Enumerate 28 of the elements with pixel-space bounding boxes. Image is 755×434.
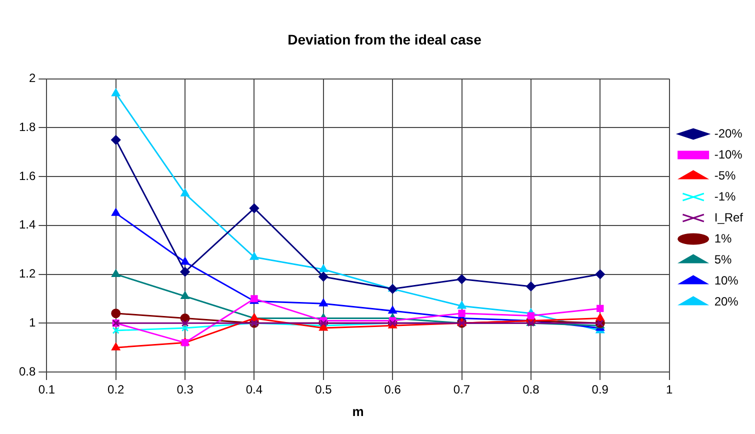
x-tick-label: 0.9	[592, 382, 609, 397]
x-tick-label: 0.8	[522, 382, 540, 397]
x-tick-label: 0.5	[315, 382, 332, 397]
y-tick-label: 0.8	[18, 364, 36, 378]
legend-label: -5%	[714, 168, 736, 182]
legend-label: 10%	[714, 273, 739, 288]
legend-label: 1%	[714, 231, 732, 246]
y-tick-label: 1	[28, 315, 36, 330]
legend-label: 20%	[714, 294, 739, 308]
x-tick-label: 1	[666, 382, 673, 397]
y-tick-label: 1.6	[18, 168, 36, 183]
legend-label: 5%	[714, 252, 732, 266]
x-axis-title: m	[352, 404, 364, 419]
y-tick-label: 1.2	[18, 266, 36, 281]
x-tick-label: 0.3	[176, 382, 194, 397]
legend-label: -20%	[714, 126, 743, 140]
x-tick-label: 0.2	[108, 382, 125, 397]
legend-label: -1%	[714, 189, 736, 204]
x-tick-label: 0.1	[38, 382, 56, 397]
x-tick-label: 0.7	[453, 382, 470, 397]
y-tick-label: 1.4	[18, 218, 36, 232]
legend-label: -10%	[714, 147, 743, 162]
x-tick-label: 0.4	[246, 382, 263, 397]
y-tick-label: 1.8	[18, 120, 36, 134]
chart-title: Deviation from the ideal case	[288, 31, 482, 48]
y-tick-label: 2	[28, 71, 36, 86]
x-tick-label: 0.6	[384, 382, 402, 397]
legend-label: I_Ref	[714, 210, 744, 224]
